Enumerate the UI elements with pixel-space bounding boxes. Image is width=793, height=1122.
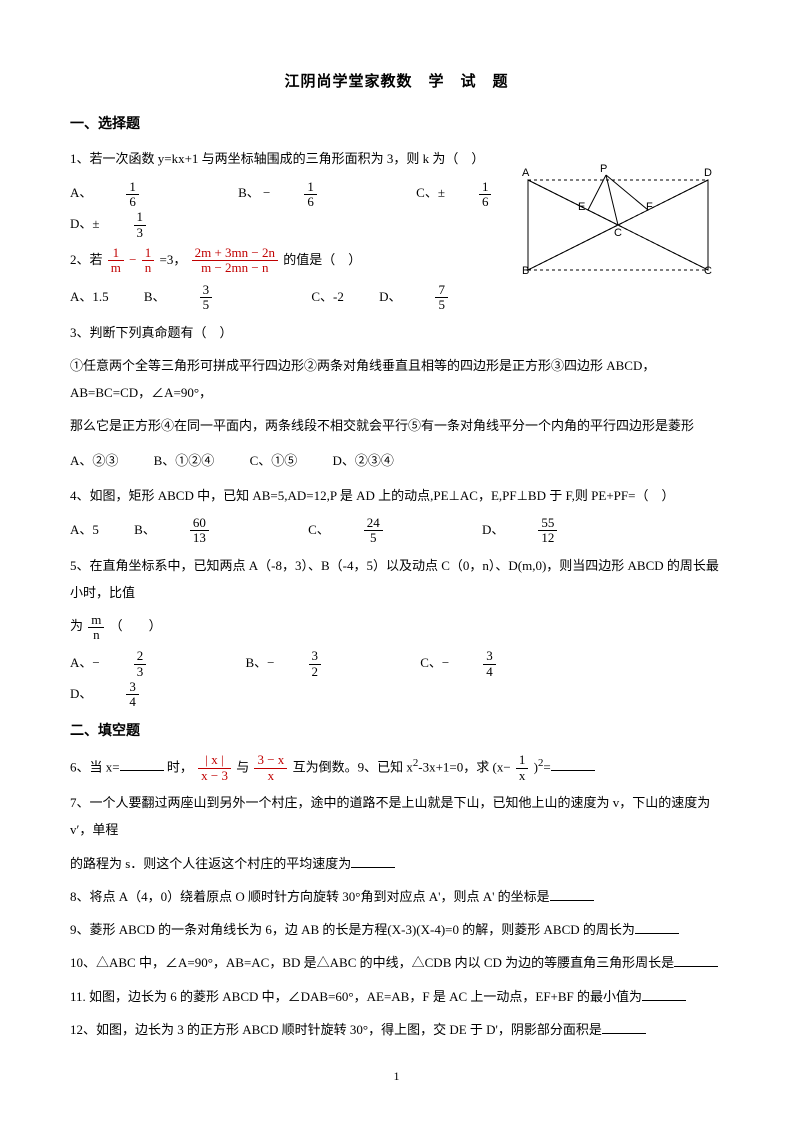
q3-a: A、②③ [70, 446, 118, 476]
section-2-heading: 二、填空题 [70, 720, 723, 740]
q5-d-label: D、 [70, 679, 92, 709]
q3-stem: 3、判断下列真命题有（ ） [70, 319, 723, 346]
doc-title: 江阴尚学堂家教数 学 试 题 [70, 70, 723, 91]
q4-a: A、5 [70, 515, 99, 545]
q3-line1: ①任意两个全等三角形可拼成平行四边形②两条对角线垂直且相等的四边形是正方形③四边… [70, 352, 723, 407]
fig-label-C: C [614, 227, 622, 239]
q1-a-label: A、 [70, 178, 92, 208]
q1-d-label: D、± [70, 209, 100, 239]
q2-frac-big: 2m + 3mn − 2nm − 2mn − n [192, 246, 278, 276]
q4-c-label: C、 [308, 515, 330, 545]
fig-label-E: E [578, 201, 585, 213]
q8: 8、将点 A（4，0）绕着原点 O 顺时针方向旋转 30°角到对应点 A'，则点… [70, 883, 723, 910]
fig-label-D: D [704, 167, 712, 179]
fig-label-P: P [600, 163, 607, 175]
q2-d-label: D、 [379, 282, 401, 312]
q11: 11. 如图，边长为 6 的菱形 ABCD 中，∠DAB=60°，AE=AB，F… [70, 983, 723, 1010]
blank [351, 854, 395, 868]
blank [551, 757, 595, 771]
fig-label-F: F [646, 201, 653, 213]
q10: 10、△ABC 中，∠A=90°，AB=AC，BD 是△ABC 的中线，△CDB… [70, 949, 723, 976]
q5-a-label: A、− [70, 648, 100, 678]
q3-d: D、②③④ [332, 446, 393, 476]
q2-options: A、1.5 B、35 C、-2 D、75 [70, 282, 723, 313]
q6-frac-2: 3 − xx [254, 753, 287, 783]
blank [642, 987, 686, 1001]
fig-label-C2: C [704, 265, 712, 277]
q7-line2: 的路程为 s．则这个人往返这个村庄的平均速度为 [70, 850, 723, 877]
q6: 6、当 x= 时， | x |x − 3 与 3 − xx 互为倒数。9、已知 … [70, 752, 723, 783]
geometry-figure: A P D E F C B C [518, 165, 718, 285]
q2-a: A、1.5 [70, 282, 109, 312]
page-number: 1 [0, 1069, 793, 1084]
q2-c: C、-2 [311, 282, 344, 312]
q5-stem: 5、在直角坐标系中，已知两点 A（-8，3）、B（-4，5）以及动点 C（0，n… [70, 552, 723, 607]
q4-d-label: D、 [482, 515, 504, 545]
blank [602, 1020, 646, 1034]
q3-line2: 那么它是正方形④在同一平面内，两条线段不相交就会平行⑤有一条对角线平分一个内角的… [70, 412, 723, 439]
q4-b-label: B、 [134, 515, 156, 545]
q6-frac-3: 1x [516, 753, 529, 783]
q4-stem: 4、如图，矩形 ABCD 中，已知 AB=5,AD=12,P 是 AD 上的动点… [70, 482, 723, 509]
q5-stem2: 为 mn （ ） [70, 612, 723, 642]
q5-c-label: C、− [420, 648, 449, 678]
q2-frac-2: 1n [142, 246, 155, 276]
q12: 12、如图，边长为 3 的正方形 ABCD 顺时针旋转 30°，得上图，交 DE… [70, 1016, 723, 1043]
fig-label-B: B [522, 265, 529, 277]
q2-b-label: B、 [144, 282, 166, 312]
q5-options: A、−23 B、−32 C、−34 D、34 [70, 648, 723, 710]
section-1-heading: 一、选择题 [70, 113, 723, 133]
q3-b: B、①②④ [154, 446, 215, 476]
blank [635, 920, 679, 934]
q1-b-label: B、 − [238, 178, 270, 208]
q3-c: C、①⑤ [250, 446, 298, 476]
blank [674, 953, 718, 967]
q2-frac-1: 1m [108, 246, 124, 276]
q7-line1: 7、一个人要翻过两座山到另外一个村庄，途中的道路不是上山就是下山，已知他上山的速… [70, 789, 723, 844]
q3-options: A、②③ B、①②④ C、①⑤ D、②③④ [70, 446, 723, 476]
blank [120, 757, 164, 771]
q1-c-label: C、± [416, 178, 445, 208]
q9: 9、菱形 ABCD 的一条对角线长为 6，边 AB 的长是方程(X-3)(X-4… [70, 916, 723, 943]
q4-options: A、5 B、6013 C、245 D、5512 [70, 515, 723, 546]
blank [550, 887, 594, 901]
fig-label-A: A [522, 167, 529, 179]
q5-b-label: B、− [245, 648, 274, 678]
q6-frac-1: | x |x − 3 [198, 753, 231, 783]
